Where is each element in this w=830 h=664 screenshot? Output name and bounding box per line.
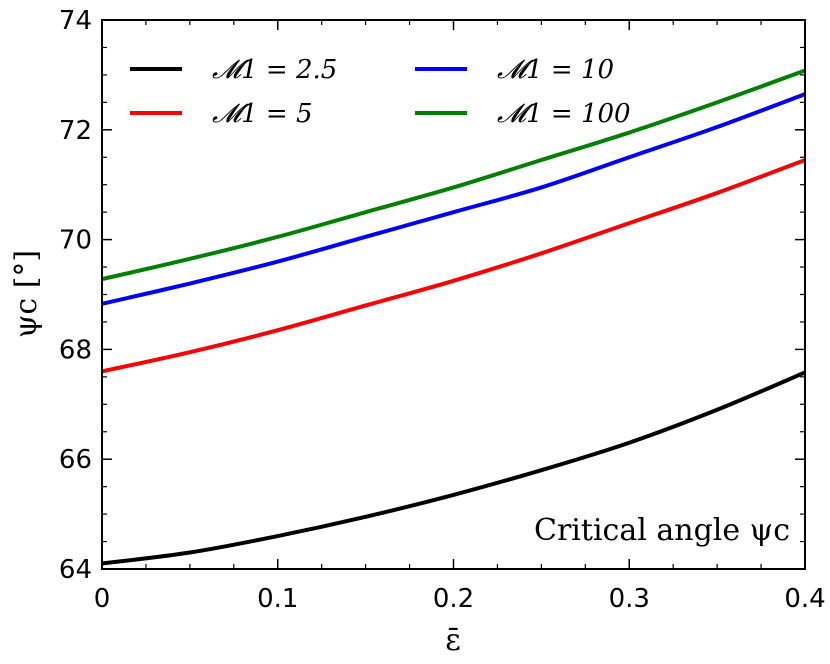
legend: 𝓜1 = 2.5 𝓜1 = 5 𝓜1 = 10 𝓜1 = 100 bbox=[130, 55, 631, 129]
series-line-3 bbox=[101, 68, 806, 282]
y-tick-label: 68 bbox=[59, 335, 92, 365]
y-axis-label: ψc [°] bbox=[9, 250, 44, 338]
series-line-0 bbox=[101, 370, 806, 566]
y-tick-label: 74 bbox=[59, 6, 92, 36]
y-tick-label: 66 bbox=[59, 445, 92, 475]
legend-label-3: 𝓜1 = 100 bbox=[497, 99, 631, 129]
series-layer bbox=[101, 68, 806, 566]
series-line-1 bbox=[101, 158, 806, 374]
legend-label-2: 𝓜1 = 10 bbox=[497, 55, 614, 85]
x-tick-label: 0.2 bbox=[433, 584, 474, 614]
y-tick-label: 64 bbox=[59, 555, 92, 585]
ticks-layer: 0 0.1 0.2 0.3 0.4 64 66 68 70 72 74 bbox=[59, 6, 826, 614]
x-tick-label: 0.1 bbox=[257, 584, 298, 614]
x-tick-label: 0.3 bbox=[609, 584, 650, 614]
legend-label-0: 𝓜1 = 2.5 bbox=[212, 55, 337, 85]
y-tick-label: 70 bbox=[59, 226, 92, 256]
y-tick-label: 72 bbox=[59, 116, 92, 146]
x-tick-label: 0 bbox=[94, 584, 111, 614]
x-tick-label: 0.4 bbox=[784, 584, 825, 614]
plot-frame bbox=[101, 19, 806, 570]
chart-annotation: Critical angle ψc bbox=[534, 513, 790, 548]
x-axis-label: ε̄ bbox=[445, 623, 461, 658]
legend-label-1: 𝓜1 = 5 bbox=[212, 99, 313, 129]
series-line-2 bbox=[101, 92, 806, 306]
